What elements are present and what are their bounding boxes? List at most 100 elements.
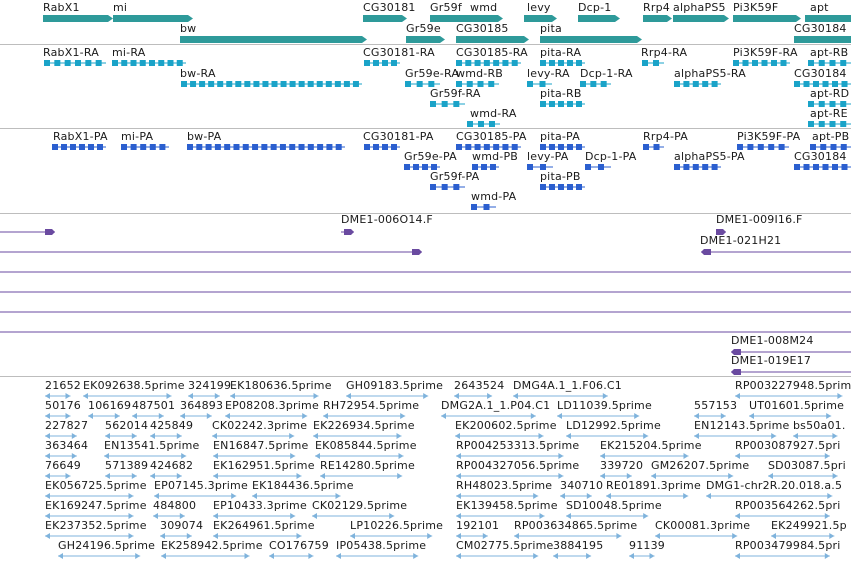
est-label[interactable]: EK237352.5prime <box>45 519 147 532</box>
est-start-arrow[interactable] <box>45 513 50 519</box>
est-start-arrow[interactable] <box>651 473 656 479</box>
transcript-label[interactable]: levy-PA <box>527 150 569 163</box>
est-label[interactable]: 3884195 <box>553 539 604 552</box>
exon-block[interactable] <box>196 144 203 150</box>
est-label[interactable]: GM26207.5prime <box>651 459 750 472</box>
est-end-arrow[interactable] <box>128 493 134 499</box>
est-label[interactable]: CM02775.5prime <box>456 539 554 552</box>
est-end-arrow[interactable] <box>131 473 137 479</box>
est-start-arrow[interactable] <box>150 473 155 479</box>
exon-block[interactable] <box>540 164 546 170</box>
est-label[interactable]: LD12992.5prime <box>566 419 661 432</box>
clone-end-marker[interactable] <box>344 229 354 235</box>
exon-block[interactable] <box>527 164 533 170</box>
exon-block[interactable] <box>456 144 462 150</box>
est-end-arrow[interactable] <box>128 513 134 519</box>
est-start-arrow[interactable] <box>153 513 158 519</box>
exon-block[interactable] <box>768 144 775 150</box>
est-end-arrow[interactable] <box>176 433 182 439</box>
est-start-arrow[interactable] <box>441 413 446 419</box>
exon-block[interactable] <box>702 81 709 87</box>
exon-block[interactable] <box>54 60 61 66</box>
est-label[interactable]: RH48023.5prime <box>456 479 553 492</box>
exon-block[interactable] <box>511 144 518 150</box>
gene-arrow[interactable] <box>524 36 529 43</box>
transcript-label[interactable]: apt-RE <box>810 107 848 120</box>
gene-bar[interactable] <box>673 15 724 22</box>
exon-block[interactable] <box>674 81 680 87</box>
exon-block[interactable] <box>472 164 478 170</box>
exon-block[interactable] <box>483 144 490 150</box>
est-start-arrow[interactable] <box>455 433 460 439</box>
gene-bar[interactable] <box>430 15 465 22</box>
exon-block[interactable] <box>244 81 251 87</box>
exon-block[interactable] <box>840 60 847 66</box>
transcript-label[interactable]: Gr59f-PA <box>430 170 480 183</box>
gene-label[interactable]: CG30184 <box>794 22 847 35</box>
est-label[interactable]: 2643524 <box>454 379 505 392</box>
exon-block[interactable] <box>422 164 428 170</box>
est-start-arrow[interactable] <box>188 393 193 399</box>
est-label[interactable]: EK180636.5prime <box>230 379 332 392</box>
est-label[interactable]: DMG1-chr2R.20.018.a.5 <box>706 479 843 492</box>
gene-bar[interactable] <box>113 15 188 22</box>
exon-block[interactable] <box>540 101 546 107</box>
est-start-arrow[interactable] <box>213 453 218 459</box>
est-start-arrow[interactable] <box>104 453 109 459</box>
transcript-label[interactable]: wmd-RB <box>456 67 504 80</box>
exon-block[interactable] <box>576 60 582 66</box>
est-label[interactable]: 76649 <box>45 459 81 472</box>
est-start-arrow[interactable] <box>606 493 611 499</box>
est-label[interactable]: 364893 <box>180 399 224 412</box>
est-label[interactable]: 363464 <box>45 439 89 452</box>
est-label[interactable]: 50176 <box>45 399 81 412</box>
exon-block[interactable] <box>316 81 323 87</box>
est-start-arrow[interactable] <box>320 473 325 479</box>
exon-block[interactable] <box>747 144 754 150</box>
est-start-arrow[interactable] <box>312 513 317 519</box>
exon-block[interactable] <box>70 144 76 150</box>
exon-block[interactable] <box>456 81 462 87</box>
exon-block[interactable] <box>343 81 350 87</box>
exon-block[interactable] <box>794 164 800 170</box>
exon-block[interactable] <box>474 60 481 66</box>
exon-block[interactable] <box>307 144 314 150</box>
exon-block[interactable] <box>481 164 487 170</box>
transcript-label[interactable]: Pi3K59F-PA <box>737 130 801 143</box>
est-end-arrow[interactable] <box>771 433 777 439</box>
exon-block[interactable] <box>840 121 847 127</box>
exon-block[interactable] <box>298 81 305 87</box>
est-end-arrow[interactable] <box>824 553 830 559</box>
exon-block[interactable] <box>465 60 472 66</box>
est-label[interactable]: CK00081.3prime <box>655 519 751 532</box>
transcript-label[interactable]: CG30184 <box>794 67 847 80</box>
exon-block[interactable] <box>404 164 410 170</box>
exon-block[interactable] <box>490 164 496 170</box>
transcript-label[interactable]: levy-RA <box>527 67 570 80</box>
est-end-arrow[interactable] <box>826 413 832 419</box>
gene-bar[interactable] <box>363 15 402 22</box>
est-label[interactable]: EK056725.5prime <box>45 479 147 492</box>
exon-block[interactable] <box>307 81 314 87</box>
est-start-arrow[interactable] <box>456 453 461 459</box>
est-end-arrow[interactable] <box>231 493 237 499</box>
est-label[interactable]: SD03087.5pri <box>768 459 846 472</box>
exon-block[interactable] <box>214 144 221 150</box>
gene-arrow[interactable] <box>667 15 672 22</box>
est-start-arrow[interactable] <box>749 413 754 419</box>
est-end-arrow[interactable] <box>296 473 302 479</box>
est-end-arrow[interactable] <box>158 413 164 419</box>
gene-label[interactable]: mi <box>113 1 128 14</box>
gene-label[interactable]: CG30185 <box>456 22 509 35</box>
exon-block[interactable] <box>832 81 838 87</box>
est-end-arrow[interactable] <box>114 413 120 419</box>
exon-block[interactable] <box>235 81 242 87</box>
exon-block[interactable] <box>279 144 286 150</box>
est-end-arrow[interactable] <box>398 453 404 459</box>
est-end-arrow[interactable] <box>206 413 212 419</box>
exon-block[interactable] <box>803 81 810 87</box>
est-end-arrow[interactable] <box>71 453 77 459</box>
transcript-label[interactable]: pita-PA <box>540 130 580 143</box>
gene-arrow[interactable] <box>724 15 729 22</box>
est-end-arrow[interactable] <box>181 453 187 459</box>
